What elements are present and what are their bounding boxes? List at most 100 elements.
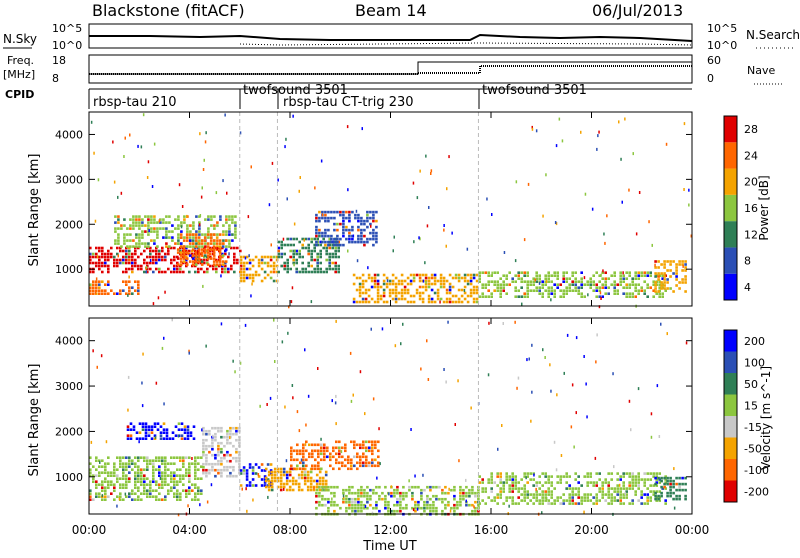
echo-cell: [140, 252, 143, 256]
echo-cell: [192, 245, 195, 248]
echo-cell: [375, 210, 378, 214]
echo-cell: [92, 465, 95, 468]
echo-cell: [186, 224, 189, 227]
echo-region: [126, 422, 196, 440]
echo-cell: [290, 452, 293, 456]
echo-cell: [505, 283, 508, 286]
echo-cell: [411, 485, 414, 489]
echo-cell: [403, 291, 407, 295]
echo-speckle: [148, 229, 150, 233]
echo-cell: [202, 462, 205, 466]
echo-cell: [502, 481, 505, 484]
echo-speckle: [566, 333, 569, 337]
echo-cell: [221, 267, 224, 271]
echo-cell: [628, 286, 631, 289]
echo-cell: [657, 260, 660, 263]
echo-cell: [375, 237, 378, 241]
echo-cell: [209, 249, 212, 253]
colorbar-swatch: [724, 394, 737, 416]
echo-cell: [138, 239, 141, 242]
echo-cell: [313, 249, 316, 253]
echo-speckle: [202, 284, 204, 288]
echo-cell: [353, 440, 356, 444]
echo-cell: [658, 478, 661, 481]
echo-speckle: [422, 279, 425, 283]
echo-speckle: [352, 393, 354, 397]
echo-cell: [601, 295, 604, 298]
echo-cell: [657, 290, 660, 293]
echo-cell: [535, 481, 538, 484]
echo-cell: [589, 493, 592, 496]
echo-cell: [684, 278, 687, 281]
echo-cell: [664, 289, 667, 292]
echo-cell: [321, 494, 324, 498]
echo-cell: [381, 497, 384, 501]
echo-speckle: [352, 234, 355, 238]
echo-cell: [266, 484, 270, 487]
echo-cell: [355, 276, 359, 280]
echo-cell: [547, 493, 550, 496]
echo-cell: [327, 500, 330, 504]
echo-cell: [493, 496, 496, 499]
echo-cell: [466, 273, 470, 277]
echo-cell: [149, 459, 152, 462]
echo-cell: [433, 282, 437, 286]
nave-label: Nave: [747, 64, 775, 77]
echo-cell: [205, 456, 208, 460]
echo-cell: [339, 237, 342, 241]
echo-speckle: [283, 487, 285, 491]
echo-cell: [613, 289, 616, 292]
echo-cell: [313, 258, 316, 262]
echo-cell: [272, 264, 276, 268]
echo-speckle: [651, 243, 653, 247]
echo-cell: [333, 243, 336, 247]
echo-cell: [427, 279, 431, 283]
echo-cell: [164, 480, 167, 483]
echo-cell: [324, 479, 328, 483]
echo-cell: [201, 245, 204, 248]
echo-cell: [149, 246, 152, 250]
echo-cell: [179, 270, 182, 274]
echo-cell: [119, 261, 122, 265]
echo-cell: [367, 273, 371, 277]
echo-cell: [232, 432, 235, 436]
echo-cell: [675, 284, 678, 287]
echo-cell: [114, 215, 117, 218]
echo-cell: [487, 283, 490, 286]
echo-cell: [409, 300, 413, 304]
echo-cell: [658, 283, 661, 286]
echo-cell: [301, 237, 304, 241]
echo-cell: [176, 483, 179, 486]
colorbar-tick-label: 50: [744, 378, 758, 391]
echo-cell: [292, 252, 295, 256]
echo-cell: [474, 494, 477, 498]
echo-cell: [226, 453, 229, 457]
echo-cell: [376, 294, 380, 298]
echo-cell: [571, 487, 574, 490]
echo-cell: [226, 429, 229, 433]
echo-cell: [217, 444, 220, 448]
echo-cell: [226, 441, 229, 445]
echo-cell: [222, 230, 225, 233]
echo-cell: [613, 499, 616, 502]
echo-cell: [235, 450, 238, 454]
echo-cell: [212, 246, 215, 250]
echo-cell: [328, 258, 331, 262]
echo-cell: [610, 478, 613, 481]
echo-speckle: [416, 196, 419, 200]
echo-cell: [101, 489, 104, 492]
echo-speckle: [292, 396, 294, 400]
echo-cell: [183, 236, 186, 239]
echo-cell: [149, 252, 152, 256]
echo-cell: [185, 236, 189, 239]
echo-speckle: [501, 424, 503, 427]
echo-cell: [505, 481, 508, 484]
echo-speckle: [205, 131, 207, 135]
echo-speckle: [560, 454, 563, 457]
echo-cell: [616, 499, 619, 502]
echo-cell: [681, 476, 684, 480]
echo-cell: [403, 297, 407, 301]
echo-cell: [167, 462, 170, 465]
echo-cell: [589, 277, 592, 280]
echo-cell: [226, 465, 229, 469]
